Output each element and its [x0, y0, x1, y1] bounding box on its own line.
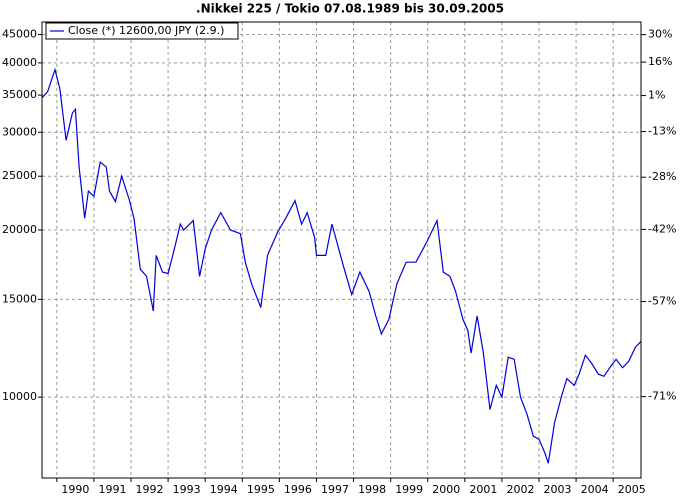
plot-frame [41, 21, 642, 479]
y-tick-label: 25000 [2, 169, 37, 182]
y-tick-label: 35000 [2, 88, 37, 101]
y-tick-label: 30000 [2, 125, 37, 138]
x-tick-label: 1992 [136, 483, 164, 496]
y-tick-label: 10000 [2, 390, 37, 403]
legend: Close (*) 12600,00 JPY (2.9.) [45, 22, 239, 40]
legend-box [45, 22, 239, 40]
line-series [41, 67, 642, 464]
y2-tick-label: 30% [648, 28, 672, 41]
y2-tick-label: 16% [648, 55, 672, 68]
x-tick-label: 1990 [61, 483, 89, 496]
x-tick-label: 2001 [469, 483, 497, 496]
x-tick-label: 2004 [581, 483, 609, 496]
x-tick-label: 2003 [544, 483, 572, 496]
y-tick-label: 20000 [2, 223, 37, 236]
x-tick-label: 1995 [247, 483, 275, 496]
x-tick-label: 1996 [284, 483, 312, 496]
y-tick-label: 45000 [2, 28, 37, 41]
x-tick-label: 1999 [395, 483, 423, 496]
y2-tick-label: -71% [648, 390, 676, 403]
y2-tick-label: -57% [648, 295, 676, 308]
y2-tick-label: -28% [648, 170, 676, 183]
x-tick-label: 1993 [173, 483, 201, 496]
y-tick-label: 40000 [2, 56, 37, 69]
x-tick-label: 1991 [98, 483, 126, 496]
x-tick-label: 1994 [210, 483, 238, 496]
y2-tick-label: 1% [648, 89, 665, 102]
y2-tick-label: -42% [648, 222, 676, 235]
x-tick-label: 2002 [506, 483, 534, 496]
y2-tick-label: -13% [648, 125, 676, 138]
x-tick-label: 2000 [432, 483, 460, 496]
x-tick-label: 2005 [618, 483, 646, 496]
chart-title: .Nikkei 225 / Tokio 07.08.1989 bis 30.09… [196, 2, 504, 16]
x-tick-label: 1998 [358, 483, 386, 496]
y-tick-label: 15000 [2, 292, 37, 305]
legend-label: Close (*) 12600,00 JPY (2.9.) [68, 24, 224, 37]
x-tick-label: 1997 [321, 483, 349, 496]
